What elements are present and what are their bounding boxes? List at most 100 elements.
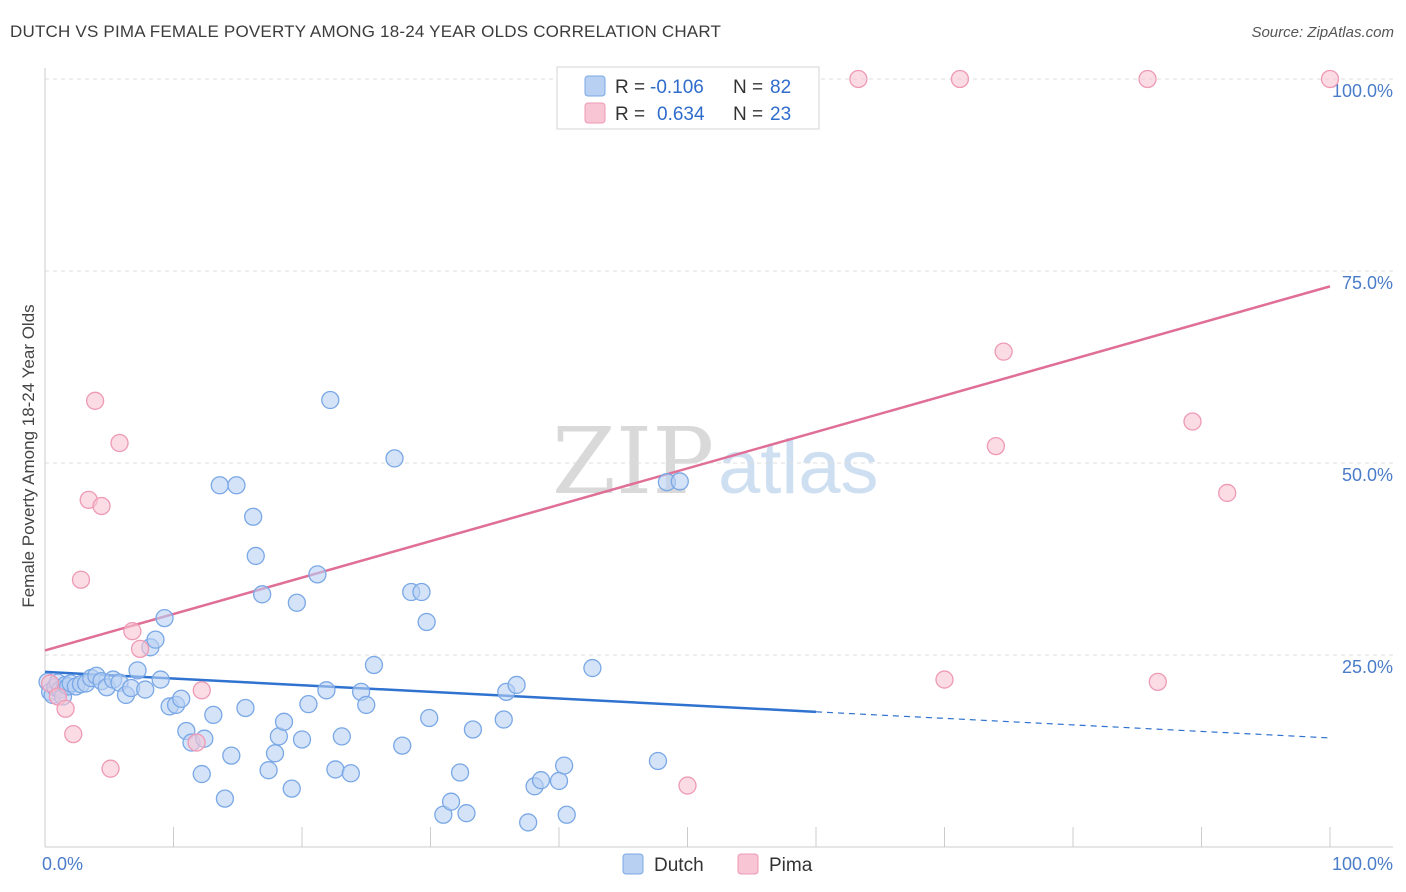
legend-box: R = -0.106 N = 82 R = 0.634 N = 23: [556, 66, 820, 130]
pima-trend-line: [44, 285, 1331, 652]
dutch-point-21: [128, 661, 147, 680]
pima-point-3: [64, 724, 83, 744]
legend-r-value-pima: 0.634: [657, 104, 705, 125]
dutch-point-63: [412, 582, 431, 602]
dutch-point-38: [227, 476, 246, 495]
dutch-point-67: [441, 792, 461, 811]
dutch-point-77: [549, 771, 569, 791]
pima-point-15: [849, 69, 868, 89]
dutch-point-70: [463, 720, 483, 739]
dutch-point-49: [292, 730, 312, 749]
pima-point-2: [56, 699, 75, 718]
x-tick-label-0: 0.0%: [42, 854, 83, 874]
legend-swatch-pima: [584, 102, 606, 124]
legend-n-value-pima: 23: [770, 104, 791, 125]
dutch-point-61: [393, 736, 412, 755]
pima-point-23: [1148, 672, 1167, 692]
pima-point-4: [71, 570, 91, 589]
dutch-point-48: [287, 593, 307, 612]
dutch-point-44: [265, 744, 285, 763]
pima-point-16: [935, 670, 954, 689]
dutch-point-50: [299, 695, 318, 714]
dutch-point-25: [151, 670, 170, 689]
pima-point-12: [187, 733, 206, 752]
dutch-point-53: [321, 390, 340, 410]
pima-points: [40, 69, 1340, 795]
grid-lines: [45, 78, 1395, 656]
dutch-point-74: [519, 813, 538, 832]
dutch-point-42: [253, 585, 272, 604]
dutch-point-58: [357, 695, 376, 715]
pima-point-13: [192, 681, 211, 700]
legend-n-label-dutch: N =: [733, 77, 763, 98]
legend-swatch-dutch: [584, 75, 606, 97]
dutch-point-68: [450, 763, 470, 782]
pima-point-20: [1138, 69, 1157, 89]
watermark-zip: ZIP: [552, 408, 714, 515]
dutch-point-29: [172, 689, 191, 708]
dutch-point-55: [332, 727, 351, 746]
dutch-point-36: [215, 789, 235, 808]
dutch-point-60: [385, 449, 404, 468]
dutch-point-37: [222, 746, 241, 765]
pima-point-17: [950, 69, 970, 89]
dutch-point-81: [648, 751, 668, 771]
source-credit: Source: ZipAtlas.com: [1251, 24, 1394, 41]
y-tick-label-3: 100.0%: [1332, 81, 1393, 101]
dutch-point-46: [274, 712, 294, 731]
pima-point-7: [92, 496, 111, 516]
dutch-point-78: [554, 756, 574, 775]
dutch-point-40: [244, 507, 263, 526]
dutch-point-65: [420, 708, 439, 728]
tick-labels: 25.0% 50.0% 75.0% 100.0% 0.0% 100.0%: [42, 81, 1393, 874]
dutch-point-35: [210, 476, 229, 495]
pima-point-19: [994, 342, 1013, 361]
dutch-point-41: [246, 546, 265, 566]
pima-point-22: [1218, 483, 1237, 503]
pima-point-8: [101, 759, 120, 778]
dutch-point-32: [192, 764, 211, 784]
watermark-atlas: atlas: [718, 425, 879, 510]
pima-point-10: [123, 622, 142, 641]
x-tick-label-1: 100.0%: [1332, 854, 1393, 874]
bottom-legend-swatch-pima: [737, 853, 759, 875]
dutch-point-24: [146, 630, 165, 649]
dutch-point-52: [317, 681, 336, 700]
dutch-point-51: [308, 565, 327, 584]
bottom-legend-label-dutch: Dutch: [654, 855, 704, 876]
chart-title: DUTCH VS PIMA FEMALE POVERTY AMONG 18-24…: [10, 22, 722, 41]
dutch-point-83: [670, 472, 689, 491]
dutch-point-43: [259, 761, 278, 780]
bottom-legend-label-pima: Pima: [769, 855, 813, 876]
legend-r-label-dutch: R =: [615, 77, 645, 98]
dutch-point-39: [236, 698, 255, 718]
dutch-point-76: [531, 771, 551, 790]
y-tick-label-0: 25.0%: [1342, 657, 1393, 677]
pima-point-18: [986, 436, 1006, 456]
legend-n-value-dutch: 82: [770, 77, 791, 98]
dutch-trend-line: [44, 670, 817, 714]
dutch-point-69: [457, 804, 476, 823]
dutch-point-34: [204, 705, 223, 725]
bottom-legend: Dutch Pima: [622, 853, 813, 876]
dutch-point-73: [507, 675, 526, 695]
pima-point-6: [85, 391, 105, 410]
dutch-point-54: [326, 760, 345, 779]
dutch-point-47: [282, 779, 301, 798]
dutch-point-56: [341, 764, 360, 783]
pima-point-24: [1320, 69, 1340, 89]
dutch-point-79: [557, 805, 576, 824]
legend-r-value-dutch: -0.106: [650, 77, 704, 98]
y-tick-label-2: 75.0%: [1342, 273, 1393, 293]
pima-point-11: [130, 639, 150, 659]
dutch-trend-extension: [815, 711, 1331, 739]
pima-point-14: [678, 776, 697, 795]
dutch-point-22: [136, 680, 155, 699]
axes: [44, 68, 1393, 848]
y-axis-label: Female Poverty Among 18-24 Year Olds: [19, 304, 38, 607]
dutch-points: [38, 390, 689, 832]
dutch-point-64: [417, 612, 436, 632]
legend-r-label-pima: R =: [615, 104, 645, 125]
bottom-legend-swatch-dutch: [622, 853, 644, 875]
